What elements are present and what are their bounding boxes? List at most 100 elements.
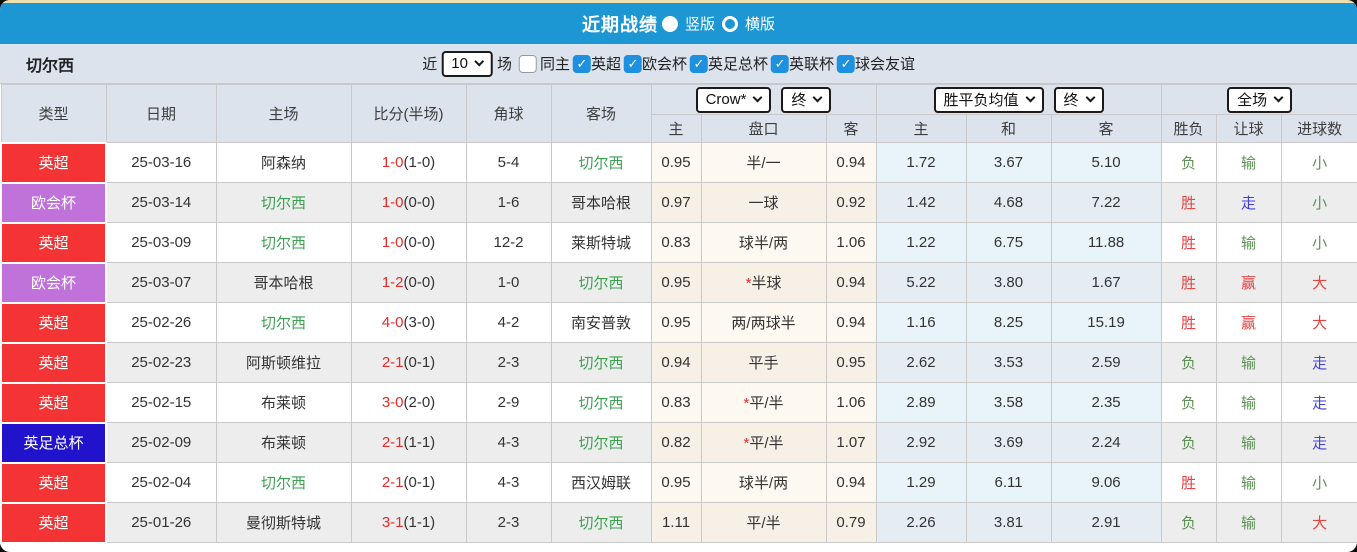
avg-select[interactable]: 胜平负均值 (933, 86, 1044, 113)
result-cell: 胜 (1160, 182, 1217, 223)
layout-option-unselected[interactable]: 横版 (722, 13, 775, 34)
home-team: 阿斯顿维拉 (215, 342, 352, 383)
filter-checkbox[interactable]: ✓ (771, 54, 790, 73)
date-cell: 25-03-14 (105, 182, 217, 223)
avg-away-cell: 5.10 (1050, 142, 1162, 183)
result-cell: 大 (1280, 502, 1357, 543)
result-cell: 走 (1280, 382, 1357, 423)
result-cell: 输 (1215, 382, 1282, 423)
result-cell: 输 (1215, 342, 1282, 383)
column-header: 客场 (550, 84, 652, 143)
home-team: 切尔西 (215, 462, 352, 503)
home-team: 切尔西 (215, 302, 352, 343)
filter-checkbox[interactable]: ✓ (572, 54, 591, 73)
filter-label: 英超 (590, 56, 621, 73)
table-row: 英足总杯 25-02-09 布莱顿 2-1(1-1) 4-3 切尔西 0.82 *平/半 1.0… (0, 421, 1357, 464)
table-row: 欧会杯 25-03-07 哥本哈根 1-2(0-0) 1-0 切尔西 0.95 *半球 0.94… (0, 261, 1357, 304)
result-cell: 胜 (1160, 302, 1217, 343)
layout-option-selected[interactable]: 竖版 (661, 13, 715, 34)
result-cell: 负 (1160, 382, 1217, 423)
result-cell: 走 (1280, 422, 1357, 463)
result-cell: 负 (1160, 502, 1217, 543)
avg-home-cell: 1.29 (875, 462, 967, 503)
date-cell: 25-03-07 (105, 262, 217, 303)
avg-draw-cell: 3.53 (965, 342, 1052, 383)
radio-icon[interactable] (661, 15, 678, 32)
odds-away-cell: 0.94 (825, 302, 877, 343)
sub-column-header: 盘口 (700, 114, 827, 143)
odds-home-cell: 0.95 (650, 142, 702, 183)
sub-column-header: 进球数 (1280, 114, 1357, 143)
filter-checkbox[interactable]: ✓ (690, 54, 709, 73)
corner-cell: 12-2 (465, 222, 552, 263)
avg-home-cell: 1.72 (875, 142, 967, 183)
avg-draw-cell: 4.68 (965, 182, 1052, 223)
odds-away-cell: 0.94 (825, 462, 877, 503)
away-team: 切尔西 (550, 262, 652, 303)
avg-stage-select[interactable]: 终 (1053, 86, 1104, 113)
avg-away-cell: 15.19 (1050, 302, 1162, 343)
title-bar: 近期战绩 竖版 横版 (0, 3, 1357, 44)
filter-checkbox[interactable]: ✓ (837, 54, 856, 73)
score-cell: 3-1(1-1) (350, 502, 467, 543)
corner-cell: 5-4 (465, 142, 552, 183)
away-team: 哥本哈根 (550, 182, 652, 223)
sub-column-header: 和 (965, 114, 1052, 143)
score-cell: 1-0(1-0) (350, 142, 467, 183)
avg-draw-cell: 6.11 (965, 462, 1052, 503)
corner-cell: 1-6 (465, 182, 552, 223)
handicap-cell: 平手 (700, 342, 827, 383)
avg-home-cell: 5.22 (875, 262, 967, 303)
away-team: 南安普敦 (550, 302, 652, 343)
chevron-down-icon (812, 92, 823, 103)
result-cell: 走 (1280, 342, 1357, 383)
bookmaker-select[interactable]: Crow* (695, 86, 772, 113)
column-header: 比分(半场) (350, 84, 467, 143)
scope-select[interactable]: 全场 (1227, 86, 1293, 113)
radio-icon[interactable] (722, 15, 738, 32)
score-cell: 2-1(0-1) (350, 342, 467, 383)
competition-badge: 英超 (0, 141, 107, 184)
result-cell: 赢 (1215, 302, 1282, 343)
score-cell: 2-1(0-1) (350, 462, 467, 503)
result-cell: 输 (1215, 422, 1282, 463)
corner-cell: 1-0 (465, 262, 552, 303)
avg-draw-cell: 3.80 (965, 262, 1052, 303)
odds-home-cell: 0.95 (650, 462, 702, 503)
results-body: 英超 25-03-16 阿森纳 1-0(1-0) 5-4 切尔西 0.95 半/一 0.94 1.… (0, 141, 1357, 544)
avg-odds-group-header: 胜平负均值 终 (875, 84, 1162, 115)
avg-home-cell: 2.62 (875, 342, 967, 383)
odds-home-cell: 0.97 (650, 182, 702, 223)
result-cell: 大 (1280, 302, 1357, 343)
result-cell: 大 (1280, 262, 1357, 303)
result-cell: 负 (1160, 422, 1217, 463)
score-cell: 1-0(0-0) (350, 182, 467, 223)
date-cell: 25-01-26 (105, 502, 217, 543)
result-cell: 输 (1215, 502, 1282, 543)
avg-home-cell: 1.22 (875, 222, 967, 263)
handicap-cell: 一球 (700, 182, 827, 223)
header-row-groups: 类型 日期 主场 比分(半场) 角球 客场 Crow* 终 (0, 84, 1357, 143)
away-team: 切尔西 (550, 382, 652, 423)
odds-stage-select[interactable]: 终 (781, 86, 832, 113)
avg-draw-cell: 3.69 (965, 422, 1052, 463)
avg-draw-cell: 3.67 (965, 142, 1052, 183)
filter-checkbox[interactable]: ✓ (623, 54, 642, 73)
odds-home-cell: 0.94 (650, 342, 702, 383)
corner-cell: 2-3 (465, 502, 552, 543)
filter-bar: 切尔西 近 10 场 同主 ✓ 英超 ✓ 欧会杯 ✓ 英足总杯 ✓ 英联杯 ✓ 球会友谊 (0, 44, 1357, 84)
avg-draw-cell: 6.75 (965, 222, 1052, 263)
result-cell: 胜 (1160, 222, 1217, 263)
sub-column-header: 客 (1050, 114, 1162, 143)
avg-home-cell: 2.26 (875, 502, 967, 543)
filter-checkbox[interactable] (518, 54, 537, 73)
filter-label: 同主 (539, 56, 570, 73)
recent-count-select[interactable]: 10 (441, 50, 493, 77)
home-team: 切尔西 (215, 182, 352, 223)
top-accent-strip (0, 0, 1357, 3)
competition-badge: 欧会杯 (0, 261, 107, 304)
odds-away-cell: 1.06 (825, 382, 877, 423)
competition-badge: 英超 (0, 461, 107, 504)
date-cell: 25-02-04 (105, 462, 217, 503)
